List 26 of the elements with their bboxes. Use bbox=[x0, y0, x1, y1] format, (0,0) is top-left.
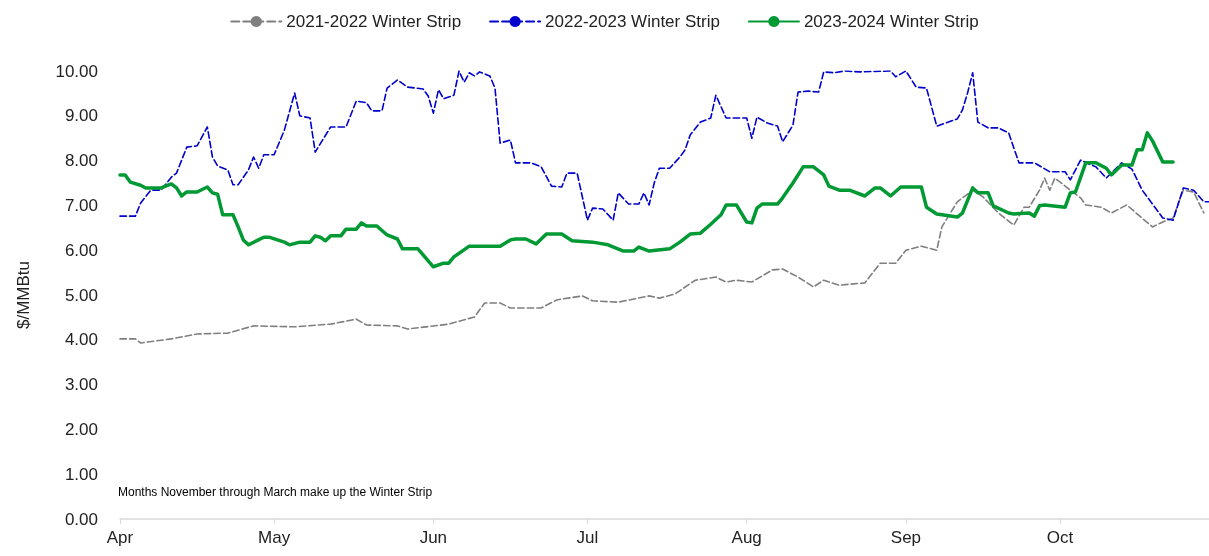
y-axis-title: $/MMBtu bbox=[14, 260, 33, 330]
x-tick-label: Oct bbox=[1046, 528, 1074, 547]
y-tick-label: 2.00 bbox=[64, 419, 98, 439]
y-tick-label: 0.00 bbox=[64, 509, 98, 529]
y-tick-label: 9.00 bbox=[64, 106, 98, 126]
x-tick-label: Sep bbox=[890, 528, 922, 547]
legend-label: 2021-2022 Winter Strip bbox=[286, 12, 462, 31]
y-tick-label: 8.00 bbox=[64, 151, 98, 171]
y-tick-label: 3.00 bbox=[64, 375, 98, 395]
x-tick-label: Jun bbox=[419, 528, 448, 547]
y-tick-label: 6.00 bbox=[64, 240, 98, 260]
y-tick-label: 10.00 bbox=[55, 61, 98, 81]
legend-label: 2023-2024 Winter Strip bbox=[803, 12, 979, 31]
y-tick-label: 4.00 bbox=[64, 330, 98, 350]
legend-label: 2022-2023 Winter Strip bbox=[545, 12, 720, 31]
line-series bbox=[119, 70, 1209, 221]
x-tick-label: Jul bbox=[576, 528, 599, 547]
line-series bbox=[119, 177, 1205, 344]
y-tick-label: 7.00 bbox=[64, 195, 98, 215]
x-tick-label: Apr bbox=[106, 528, 134, 547]
annotation: Months November through March make up the Winter Strip bbox=[118, 485, 433, 499]
x-tick-label: May bbox=[258, 528, 291, 547]
y-tick-label: 1.00 bbox=[64, 464, 98, 484]
x-tick-label: Aug bbox=[731, 528, 762, 547]
line-series bbox=[118, 131, 1175, 269]
y-tick-label: 5.00 bbox=[64, 285, 98, 305]
